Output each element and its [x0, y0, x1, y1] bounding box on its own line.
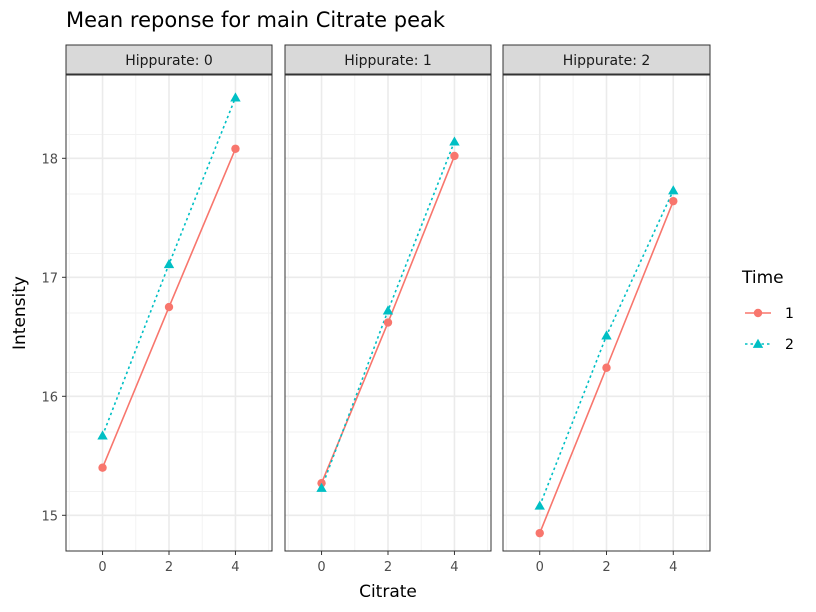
facet-strip-label: Hippurate: 0: [125, 53, 213, 69]
data-point-time-1: [231, 144, 240, 153]
data-point-time-2: [163, 259, 175, 269]
x-tick-label: 0: [536, 560, 544, 575]
data-point-time-2: [601, 330, 612, 340]
legend-key-marker: [753, 308, 763, 318]
data-point-time-1: [450, 151, 459, 161]
legend: Time 1 2: [741, 268, 794, 353]
x-tick-label: 2: [602, 560, 610, 575]
x-tick-label: 0: [317, 560, 325, 575]
facet-strip-label: Hippurate: 1: [344, 53, 432, 69]
data-point-time-2: [316, 482, 327, 492]
legend-title: Time: [741, 268, 784, 288]
legend-label: 2: [785, 337, 794, 353]
data-point-time-1: [98, 463, 107, 472]
y-tick-label: 18: [41, 152, 58, 167]
data-point-time-1: [535, 528, 544, 538]
x-tick-label: 4: [231, 560, 239, 575]
legend-key-time-1: 1: [745, 306, 794, 322]
y-axis-title: Intensity: [10, 276, 30, 350]
facet-panel-0: Hippurate: 0 0 2 4 15 16 17 18: [41, 44, 273, 575]
data-point-time-1: [164, 302, 174, 312]
legend-key-marker: [752, 338, 764, 348]
legend-label: 1: [785, 306, 794, 322]
x-tick-label: 0: [98, 560, 106, 575]
data-point-time-1: [669, 196, 678, 206]
data-point-time-2: [97, 430, 108, 440]
facet-strip-label: Hippurate: 2: [563, 53, 651, 69]
x-tick-label: 2: [165, 560, 173, 575]
x-tick-label: 4: [450, 560, 458, 575]
data-point-time-2: [449, 136, 460, 146]
chart-title: Mean reponse for main Citrate peak: [66, 8, 446, 32]
data-point-time-2: [668, 185, 679, 195]
data-point-time-2: [382, 305, 394, 315]
x-axis-title: Citrate: [359, 582, 417, 602]
facet-panel-2: Hippurate: 2 0 2 4: [502, 44, 711, 575]
facet-strip: [65, 44, 273, 75]
x-tick-label: 4: [669, 560, 677, 575]
y-tick-label: 16: [41, 390, 58, 405]
x-tick-label: 2: [384, 560, 392, 575]
y-tick-label: 15: [41, 509, 58, 524]
data-point-time-1: [602, 363, 611, 372]
legend-key-time-2: 2: [745, 337, 794, 353]
facet-panel-1: Hippurate: 1 0 2 4: [284, 44, 492, 575]
facet-strip: [284, 44, 492, 75]
data-point-time-2: [230, 92, 241, 102]
data-point-time-1: [383, 318, 393, 327]
facet-strip: [502, 44, 711, 75]
data-point-time-2: [534, 500, 545, 510]
y-tick-label: 17: [41, 271, 58, 286]
